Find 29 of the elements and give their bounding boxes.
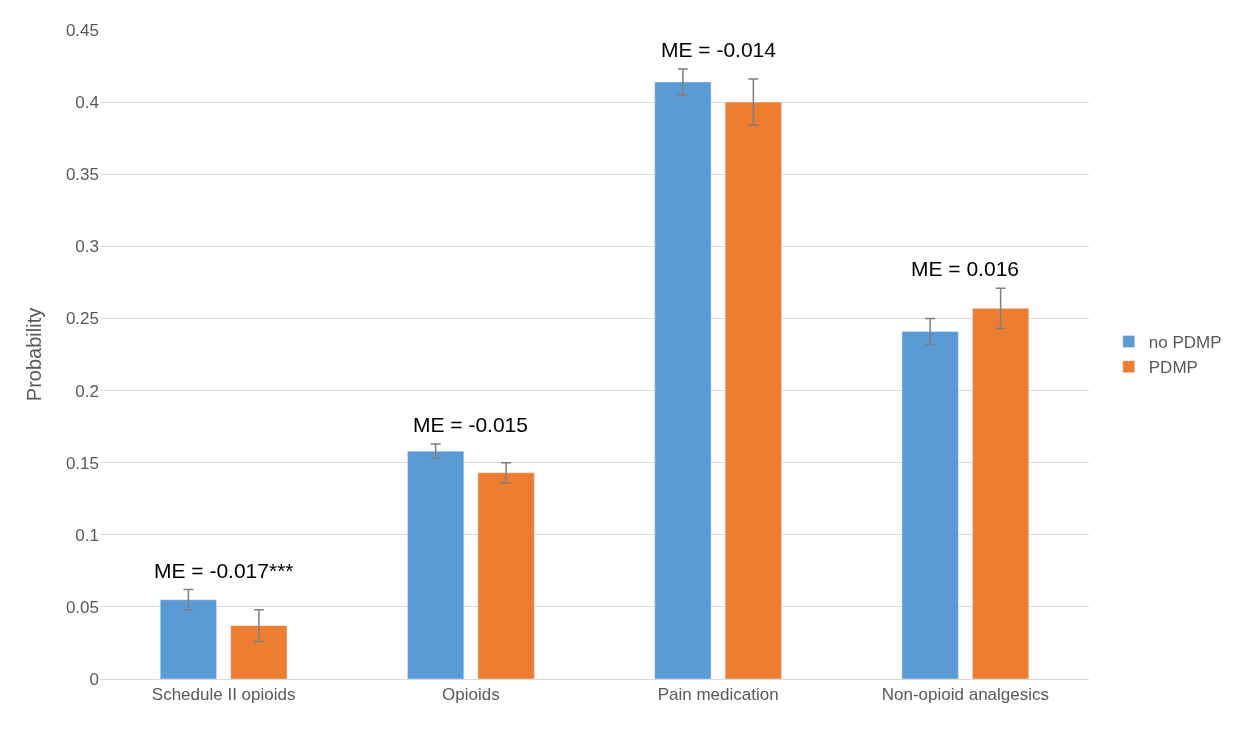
- bar: [654, 81, 712, 679]
- x-tick-label: Opioids: [442, 685, 500, 705]
- bar: [724, 101, 782, 679]
- y-tick-label: 0.3: [75, 237, 99, 257]
- bar: [159, 599, 217, 679]
- annotation: ME = -0.015: [413, 413, 528, 436]
- y-tick-label: 0.1: [75, 525, 99, 545]
- y-tick-label: 0.2: [75, 381, 99, 401]
- bar: [230, 625, 288, 679]
- bar: [972, 308, 1030, 679]
- y-tick-label: 0.4: [75, 93, 99, 113]
- annotation: ME = -0.014: [661, 38, 777, 61]
- y-tick-label: 0.25: [65, 309, 99, 329]
- y-axis-title: Probability: [23, 307, 46, 402]
- legend-label: no PDMP: [1148, 333, 1222, 353]
- bar: [901, 331, 959, 679]
- bar: [407, 450, 465, 679]
- annotation: ME = -0.017***: [154, 559, 294, 582]
- y-tick-label: 0.15: [65, 453, 99, 473]
- x-tick-label: Pain medication: [657, 685, 779, 705]
- y-tick-label: 0.45: [65, 20, 99, 40]
- y-tick-label: 0: [89, 669, 99, 689]
- legend-label: PDMP: [1148, 358, 1198, 378]
- y-tick-label: 0.05: [65, 597, 99, 617]
- annotation: ME = 0.016: [911, 257, 1019, 280]
- x-tick-label: Non-opioid analgesics: [881, 685, 1050, 705]
- y-tick-label: 0.35: [65, 165, 99, 185]
- x-tick-label: Schedule II opioids: [151, 685, 296, 705]
- bar: [477, 472, 535, 679]
